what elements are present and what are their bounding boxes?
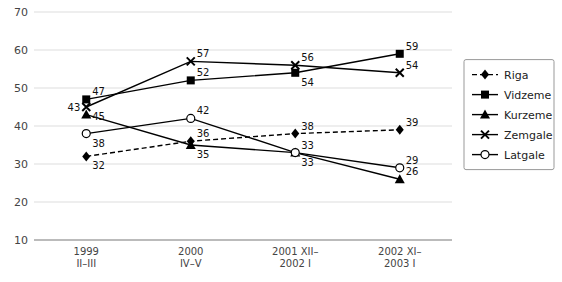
- legend-label: Zemgale: [504, 129, 553, 142]
- data-label: 43: [68, 102, 81, 113]
- y-tick-label: 30: [14, 158, 28, 171]
- series-line: [86, 118, 400, 167]
- legend-marker: [480, 110, 490, 119]
- point-marker: [82, 130, 90, 138]
- grid-line: [34, 12, 452, 13]
- legend: Riga Vidzeme Kurzeme Zemgale Latgale: [464, 60, 554, 170]
- point-marker: [291, 149, 299, 157]
- data-label: 39: [406, 117, 419, 128]
- data-label: 59: [406, 41, 419, 52]
- x-tick-label: 2001 XII–2002 I: [272, 246, 318, 269]
- point-marker: [396, 50, 404, 58]
- grid-line: [34, 50, 452, 51]
- point-marker: [396, 164, 404, 172]
- x-tick-label: 1999II–III: [74, 246, 99, 269]
- data-label: 54: [301, 77, 314, 88]
- point-marker: [290, 148, 300, 157]
- data-label: 42: [197, 105, 210, 116]
- y-tick-label: 10: [14, 234, 28, 247]
- point-marker: [291, 129, 299, 139]
- y-axis: 10 20 30 40 50 60 70: [14, 6, 452, 247]
- grid-line: [34, 126, 452, 127]
- point-marker: [395, 174, 405, 183]
- legend-label: Vidzeme: [504, 89, 552, 102]
- legend-marker: [481, 91, 489, 99]
- series-line: [86, 61, 400, 107]
- grid-line: [34, 202, 452, 203]
- data-label: 36: [197, 128, 210, 139]
- data-label: 33: [301, 140, 314, 151]
- point-marker: [82, 95, 90, 103]
- y-tick-label: 20: [14, 196, 28, 209]
- data-label: 35: [197, 149, 210, 160]
- y-tick-label: 60: [14, 44, 28, 57]
- y-tick-label: 40: [14, 120, 28, 133]
- y-tick-label: 70: [14, 6, 28, 19]
- data-label: 54: [406, 60, 419, 71]
- series-line: [86, 115, 400, 180]
- plot-area: [81, 50, 405, 183]
- point-marker: [291, 61, 299, 69]
- point-marker: [291, 69, 299, 77]
- data-label: 57: [197, 48, 210, 59]
- legend-marker: [481, 131, 489, 139]
- legend-marker: [481, 70, 489, 80]
- point-marker: [187, 114, 195, 122]
- point-marker: [396, 69, 404, 77]
- data-label: 38: [301, 121, 314, 132]
- series-line: [86, 54, 400, 100]
- data-label: 47: [92, 86, 105, 97]
- chart-container: 10 20 30 40 50 60 70 1999II–III 2000IV–V 2001 XII…: [0, 0, 562, 282]
- y-tick-label: 50: [14, 82, 28, 95]
- point-marker: [187, 57, 195, 65]
- data-labels: 47 45 43 38 32 57 52 42 36 35 56 54 38 33 33 59 54 39 2926: [68, 41, 419, 177]
- x-tick-label: 2002 XI–2003 I: [378, 246, 421, 269]
- data-label: 52: [197, 67, 210, 78]
- legend-frame: [464, 60, 554, 170]
- point-marker: [396, 125, 404, 135]
- data-label: 32: [92, 160, 105, 171]
- data-label: 45: [92, 111, 105, 122]
- legend-marker: [481, 151, 489, 159]
- point-marker: [186, 140, 196, 149]
- legend-label: Latgale: [504, 149, 545, 162]
- chart: 10 20 30 40 50 60 70 1999II–III 2000IV–V 2001 XII…: [0, 0, 562, 282]
- x-axis-line: [34, 240, 452, 241]
- data-label: 56: [301, 52, 314, 63]
- point-marker: [82, 103, 90, 111]
- point-marker: [187, 76, 195, 84]
- data-label: 29: [406, 155, 419, 166]
- x-axis: 1999II–III 2000IV–V 2001 XII–2002 I 2002 XI…: [74, 246, 422, 269]
- point-marker: [82, 151, 90, 161]
- legend-label: Riga: [504, 69, 528, 82]
- series-line: [86, 130, 400, 157]
- x-tick-label: 2000IV–V: [178, 246, 203, 269]
- data-label: 33: [301, 157, 314, 168]
- data-label: 26: [406, 166, 419, 177]
- grid-line: [34, 240, 452, 241]
- data-label: 38: [92, 138, 105, 149]
- legend-label: Kurzeme: [504, 109, 552, 122]
